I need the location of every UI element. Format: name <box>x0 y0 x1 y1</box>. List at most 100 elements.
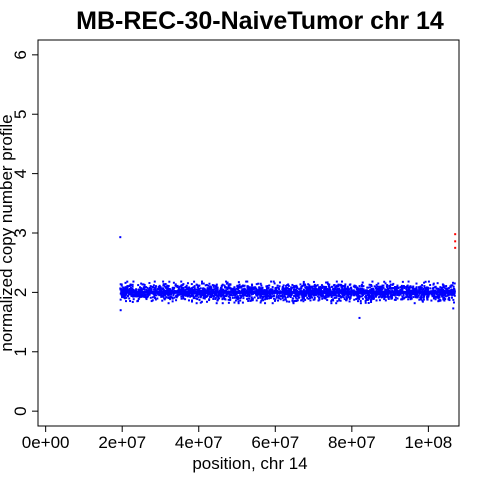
data-point <box>276 292 279 295</box>
data-point <box>255 287 258 290</box>
data-point <box>167 289 170 292</box>
data-point <box>231 296 234 299</box>
data-point <box>439 299 442 302</box>
data-point <box>330 302 333 305</box>
data-point <box>306 296 309 299</box>
data-point <box>361 287 364 290</box>
data-point <box>203 297 206 300</box>
data-point <box>229 283 232 286</box>
data-point <box>132 280 135 283</box>
data-point <box>200 300 203 303</box>
x-tick-label: 8e+07 <box>328 433 376 452</box>
data-point <box>302 288 305 291</box>
data-point <box>340 285 343 288</box>
data-point <box>368 283 371 286</box>
y-tick-label: 1 <box>11 347 30 356</box>
data-point <box>367 286 370 289</box>
data-point <box>387 289 390 292</box>
data-point <box>179 293 182 296</box>
data-point <box>125 288 128 291</box>
data-point <box>366 294 369 297</box>
data-point <box>419 296 422 299</box>
data-point <box>398 294 401 297</box>
data-point <box>119 287 122 290</box>
data-point <box>330 292 333 295</box>
x-tick-label: 2e+07 <box>98 433 146 452</box>
data-point <box>245 280 248 283</box>
data-point <box>336 289 339 292</box>
data-point <box>160 287 163 290</box>
data-point <box>268 289 271 292</box>
data-point <box>380 289 383 292</box>
data-point <box>370 293 373 296</box>
data-point <box>434 296 437 299</box>
data-point <box>248 293 251 296</box>
data-point <box>250 283 253 286</box>
data-point <box>343 298 346 301</box>
data-point <box>131 283 134 286</box>
data-point <box>389 283 392 286</box>
data-point <box>405 293 408 296</box>
data-point <box>323 296 326 299</box>
data-point <box>233 286 236 289</box>
data-point <box>247 285 250 288</box>
data-point <box>334 287 337 290</box>
data-point <box>128 287 131 290</box>
data-point <box>423 295 426 298</box>
data-point <box>295 297 298 300</box>
data-point <box>313 289 316 292</box>
data-point <box>151 296 154 299</box>
data-point <box>180 295 183 298</box>
data-point <box>253 296 256 299</box>
data-point <box>291 283 294 286</box>
data-point <box>236 297 239 300</box>
data-point <box>442 298 445 301</box>
data-point <box>259 296 262 299</box>
data-point <box>403 287 406 290</box>
data-point <box>168 289 171 292</box>
data-point <box>333 288 336 291</box>
data-point <box>426 296 429 299</box>
data-point <box>164 289 167 292</box>
data-point <box>285 300 288 303</box>
x-tick-label: 0e+00 <box>22 433 70 452</box>
data-point <box>176 286 179 289</box>
data-point <box>208 282 211 285</box>
data-point <box>409 298 412 301</box>
data-point <box>287 294 290 297</box>
data-point <box>241 284 244 287</box>
x-tick-label: 1e+08 <box>405 433 453 452</box>
data-point <box>259 294 262 297</box>
data-point <box>136 300 139 303</box>
data-point <box>154 285 157 288</box>
data-point <box>384 282 387 285</box>
data-point <box>384 299 387 302</box>
data-point <box>444 287 447 290</box>
data-point <box>321 294 324 297</box>
data-point <box>210 287 213 290</box>
data-point <box>328 294 331 297</box>
data-point <box>219 286 222 289</box>
data-point <box>139 295 142 298</box>
data-point <box>308 284 311 287</box>
data-point <box>177 286 180 289</box>
data-point <box>450 288 453 291</box>
data-point <box>318 288 321 291</box>
data-point <box>338 297 341 300</box>
data-point <box>241 301 244 304</box>
data-point <box>275 295 278 298</box>
data-point <box>222 293 225 296</box>
data-point <box>335 294 338 297</box>
data-point <box>375 289 378 292</box>
data-point <box>314 285 317 288</box>
data-point <box>121 296 124 299</box>
data-point <box>290 293 293 296</box>
data-point <box>135 295 138 298</box>
data-point <box>146 289 149 292</box>
y-tick-label: 4 <box>11 169 30 178</box>
data-point <box>167 285 170 288</box>
data-point <box>364 299 367 302</box>
data-point <box>326 281 329 284</box>
data-point <box>356 296 359 299</box>
data-point <box>315 287 318 290</box>
